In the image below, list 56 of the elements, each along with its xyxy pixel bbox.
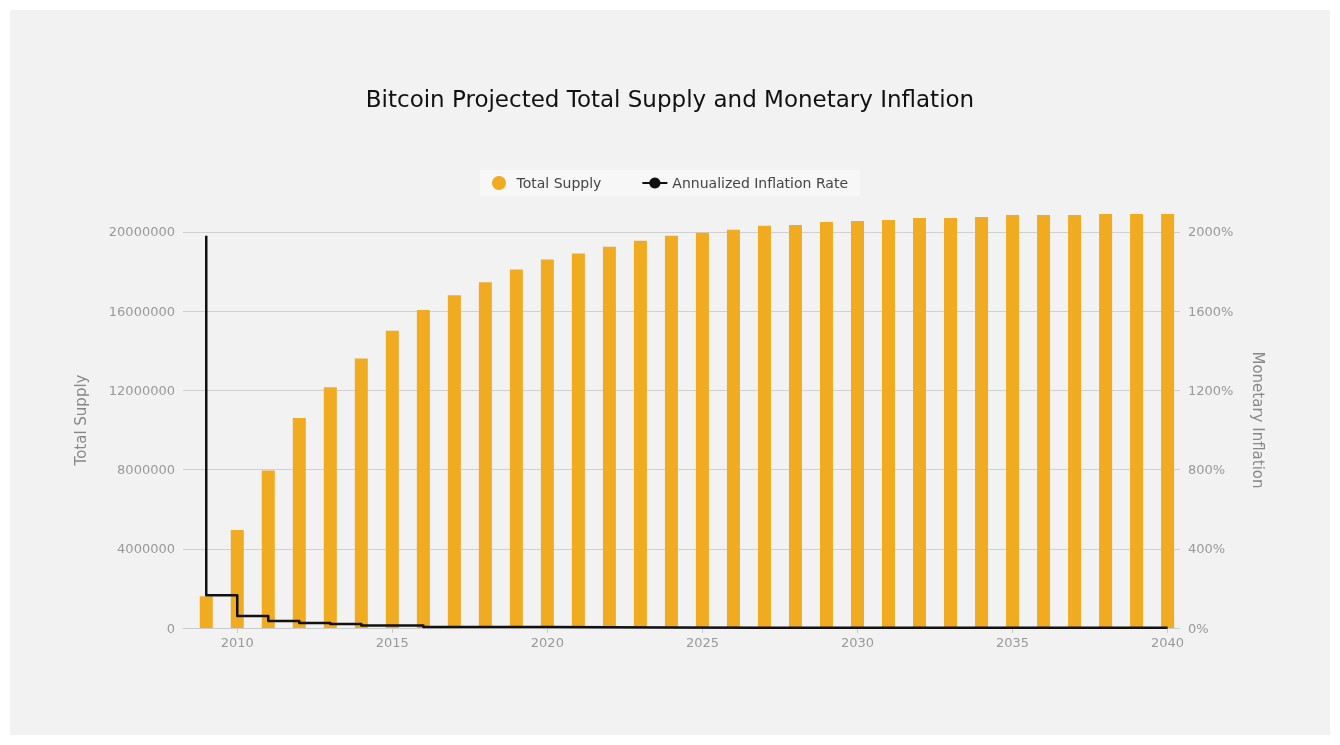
y2-tick-label: 0% [1188,620,1209,636]
y-tick-label: 12000000 [108,382,175,398]
bar [261,470,275,628]
y-tick-label: 0 [166,620,175,636]
x-tick-label: 2040 [1151,635,1185,650]
y2-axis-title: Monetary Inflation [1248,351,1267,489]
x-tick-label: 2035 [995,635,1030,650]
y-tick-label: 8000000 [117,462,175,478]
bar [230,529,244,628]
bar [1037,214,1051,628]
x-tick-label: 2025 [685,635,719,650]
bar [757,225,771,628]
bar [447,295,461,628]
bar [354,358,368,628]
legend-label: Annualized Inflation Rate [672,175,848,191]
bar [664,235,678,628]
bar [292,418,306,628]
y-tick-label: 4000000 [117,541,175,557]
bar [1068,214,1082,628]
y-axis-title: Total Supply [71,374,90,467]
bar [882,219,895,628]
y2-tick-label: 800% [1188,462,1226,478]
bar [385,330,399,628]
bar [975,216,989,628]
y2-tick-label: 1200% [1188,382,1234,398]
x-tick-label: 2015 [375,635,409,650]
bar [913,217,927,628]
bar [944,217,958,628]
bar [633,240,647,628]
x-tick-label: 2030 [840,635,875,650]
chart-title: Bitcoin Projected Total Supply and Monetary Inflation [365,85,975,112]
bar [540,259,554,628]
y2-tick-label: 400% [1188,541,1226,557]
legend-label: Total Supply [515,175,602,191]
bar [416,310,430,628]
bar [1099,213,1113,628]
bar [199,596,213,628]
y2-tick-label: 1600% [1188,303,1234,319]
bar [478,282,492,628]
y-tick-label: 20000000 [108,224,175,240]
bar [323,387,337,628]
bar [1130,213,1144,628]
bar [819,221,833,628]
bar [1006,214,1020,628]
y-tick-label: 16000000 [108,303,175,319]
bar [509,269,523,628]
bar [726,229,740,628]
bar [602,246,616,628]
bar [788,224,802,628]
x-tick-label: 2020 [530,635,564,650]
bar [571,253,585,628]
x-tick-label: 2010 [220,635,254,650]
bar [850,220,864,628]
y2-tick-label: 2000% [1188,224,1234,240]
bar [1161,213,1175,628]
bar [695,232,709,628]
